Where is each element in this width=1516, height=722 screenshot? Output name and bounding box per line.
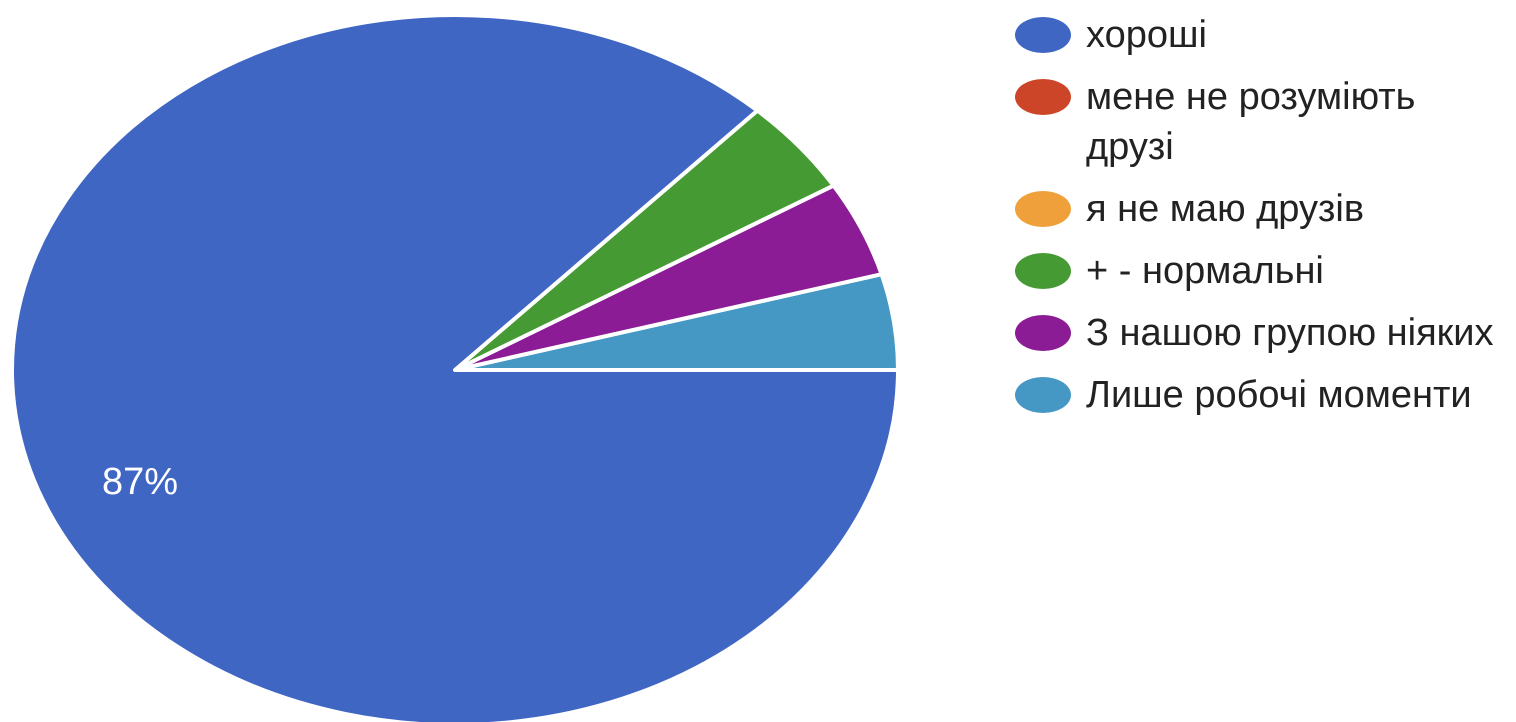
legend-label: + - нормальні — [1086, 250, 1324, 292]
legend-swatch-icon — [1015, 377, 1071, 413]
legend-item-no-friends[interactable]: я не маю друзів — [1015, 184, 1510, 234]
legend-label: мене не розуміють друзі — [1086, 76, 1416, 168]
legend-item-not-understood[interactable]: мене не розуміють друзі — [1015, 72, 1510, 172]
chart-legend: хороші мене не розуміють друзі я не маю … — [1015, 10, 1510, 432]
legend-label: хороші — [1086, 14, 1207, 56]
legend-item-work-only[interactable]: Лише робочі моменти — [1015, 370, 1510, 420]
legend-label: З нашою групою ніяких — [1086, 312, 1494, 354]
legend-label: Лише робочі моменти — [1086, 374, 1472, 416]
legend-item-normal[interactable]: + - нормальні — [1015, 246, 1510, 296]
legend-item-group-none[interactable]: З нашою групою ніяких — [1015, 308, 1510, 358]
legend-swatch-icon — [1015, 17, 1071, 53]
slice-label-percent: 87% — [102, 461, 178, 503]
legend-swatch-icon — [1015, 79, 1071, 115]
legend-swatch-icon — [1015, 253, 1071, 289]
legend-swatch-icon — [1015, 315, 1071, 351]
pie-chart: 87% — [10, 12, 900, 722]
legend-label: я не маю друзів — [1086, 188, 1365, 230]
pie-slices — [10, 12, 900, 722]
pie-slice-0[interactable] — [10, 12, 900, 722]
legend-item-good[interactable]: хороші — [1015, 10, 1510, 60]
legend-swatch-icon — [1015, 191, 1071, 227]
